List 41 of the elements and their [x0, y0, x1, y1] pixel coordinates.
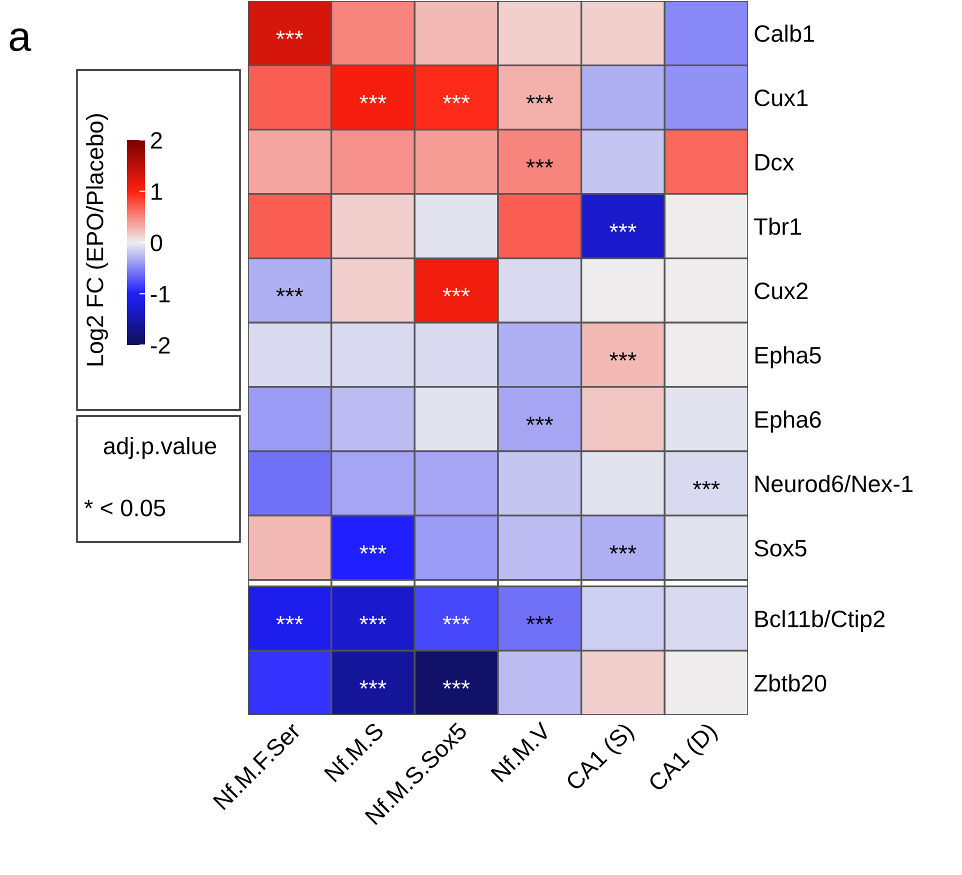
y-tick-label: Neurod6/Nex-1: [755, 474, 913, 492]
data-label: ***: [360, 95, 386, 104]
data-label: ***: [276, 288, 304, 296]
color-bar-label: -1: [150, 286, 170, 302]
data-label: ***: [276, 30, 304, 40]
data-label: ***: [526, 95, 554, 104]
data-label: ***: [610, 224, 636, 232]
data-label: ***: [526, 616, 554, 624]
y-tick-label: Calb1: [754, 24, 814, 42]
data-label: ***: [610, 545, 636, 554]
color-bar-title: Log2 FC (EPO/Placebo): [86, 114, 108, 366]
data-label: ***: [442, 680, 470, 689]
y-tick-label: Sox5: [754, 540, 806, 557]
y-tick-label: Tbr1: [754, 218, 801, 235]
x-tick-label: CA1 (S): [564, 722, 638, 795]
text: a: [10, 28, 32, 52]
data-label: ***: [442, 95, 470, 104]
data-label: ***: [360, 616, 386, 624]
data-label: ***: [442, 288, 470, 296]
data-label: ***: [360, 545, 386, 554]
text: adj.p.value: [104, 436, 216, 460]
color-bar-label: 1: [152, 184, 162, 200]
y-tick-label: Bcl11b/Ctip2: [755, 610, 884, 632]
color-bar-label: -2: [150, 337, 170, 354]
color-bar-label: 2: [151, 132, 162, 149]
text: * < 0.05: [84, 500, 166, 516]
data-label: ***: [442, 616, 470, 624]
y-tick-label: Epha5: [755, 346, 821, 368]
y-tick-label: Dcx: [755, 154, 794, 171]
y-tick-label: Cux1: [754, 90, 808, 106]
y-tick-label: Zbtb20: [754, 674, 826, 692]
data-label: ***: [610, 352, 636, 361]
data-label: ***: [276, 616, 304, 624]
data-label: ***: [692, 481, 720, 490]
data-label: ***: [360, 680, 386, 689]
y-tick-label: Epha6: [755, 410, 821, 433]
x-tick-label: CA1 (D): [646, 722, 721, 796]
data-label: ***: [526, 416, 554, 425]
y-tick-label: Cux2: [754, 282, 808, 300]
color-bar-label: 0: [150, 234, 162, 252]
data-label: ***: [526, 159, 554, 168]
